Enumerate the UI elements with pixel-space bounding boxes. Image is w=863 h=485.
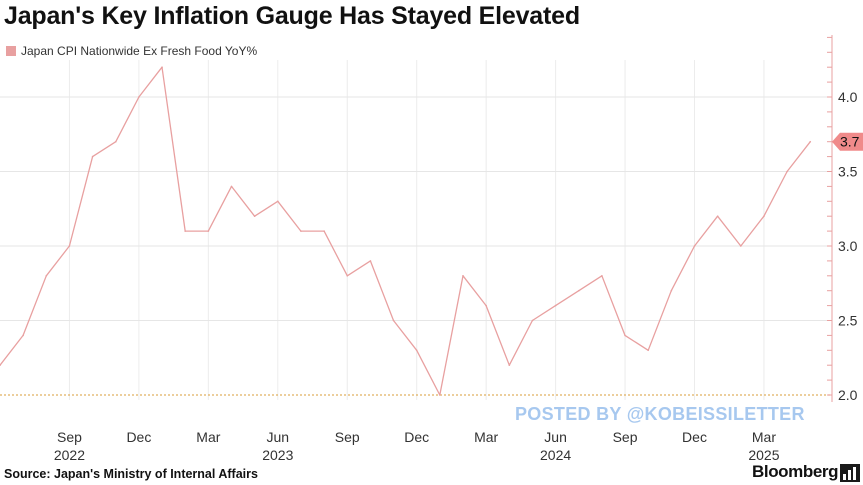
legend-swatch <box>6 46 16 56</box>
data-point <box>809 140 812 143</box>
x-year-label: 2022 <box>54 447 85 463</box>
data-point <box>601 275 603 277</box>
data-point <box>323 230 325 232</box>
data-point <box>230 185 233 188</box>
data-point <box>207 230 210 232</box>
x-year-label: 2024 <box>540 447 571 463</box>
data-point <box>138 96 140 98</box>
x-tick-label: Mar <box>196 429 220 445</box>
x-tick-label: Sep <box>335 429 360 445</box>
data-point <box>763 215 765 217</box>
data-point <box>45 275 48 277</box>
data-point <box>114 140 117 143</box>
x-tick-label: Jun <box>267 429 290 445</box>
legend: Japan CPI Nationwide Ex Fresh Food YoY% <box>6 44 257 58</box>
data-point <box>22 334 24 337</box>
data-point <box>647 349 649 352</box>
data-point <box>462 275 464 277</box>
data-point <box>300 230 302 232</box>
data-point <box>346 275 349 277</box>
data-point <box>68 245 71 247</box>
last-value-label: 3.7 <box>840 134 860 150</box>
data-point <box>693 245 696 247</box>
x-tick-label: Sep <box>57 429 82 445</box>
x-tick-label: Dec <box>404 429 429 445</box>
data-point <box>439 394 441 396</box>
data-point <box>508 364 511 367</box>
bloomberg-chart-icon <box>840 464 860 482</box>
x-tick-label: Mar <box>474 429 498 445</box>
x-tick-label: Sep <box>613 429 638 445</box>
y-tick-label: 3.0 <box>838 238 858 254</box>
data-point <box>161 66 163 68</box>
data-point <box>670 289 673 292</box>
data-point <box>786 170 788 173</box>
x-year-label: 2023 <box>262 447 293 463</box>
data-point <box>91 155 94 158</box>
x-year-label: 2025 <box>748 447 779 463</box>
data-point <box>277 200 279 203</box>
data-point <box>716 215 719 217</box>
data-point <box>531 319 534 322</box>
y-tick-label: 4.0 <box>838 89 858 105</box>
source-note: Source: Japan's Ministry of Internal Aff… <box>4 467 258 481</box>
data-point <box>369 260 372 262</box>
data-point <box>554 304 557 307</box>
x-tick-label: Jun <box>544 429 567 445</box>
x-tick-label: Mar <box>752 429 776 445</box>
y-tick-label: 2.5 <box>838 313 858 329</box>
legend-label: Japan CPI Nationwide Ex Fresh Food YoY% <box>21 44 258 58</box>
brand-logo: Bloomberg <box>752 462 839 481</box>
x-tick-label: Dec <box>682 429 707 445</box>
data-point <box>253 215 256 217</box>
data-point <box>184 230 186 232</box>
last-value-marker <box>832 132 863 151</box>
data-point <box>415 349 418 352</box>
data-point <box>577 289 580 292</box>
chart-title: Japan's Key Inflation Gauge Has Stayed E… <box>4 2 580 30</box>
data-point <box>485 304 487 307</box>
data-point <box>0 364 1 366</box>
data-point <box>624 334 626 337</box>
x-tick-label: Dec <box>126 429 151 445</box>
y-tick-label: 3.5 <box>838 164 858 180</box>
data-point <box>740 245 742 247</box>
watermark: POSTED BY @KOBEISSILETTER <box>515 404 805 424</box>
series-line <box>0 66 811 396</box>
y-tick-label: 2.0 <box>838 387 858 403</box>
data-point <box>392 319 395 322</box>
